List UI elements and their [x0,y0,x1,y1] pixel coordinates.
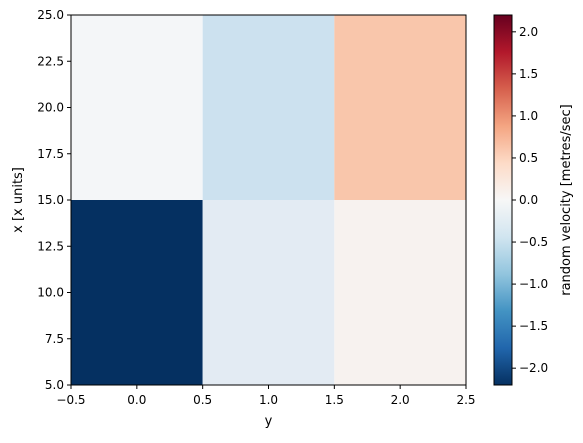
colorbar [493,14,513,386]
y-tick-label: 15.0 [37,193,64,207]
x-axis-label: y [265,414,273,429]
colorbar-tick-label: 0.0 [519,193,538,207]
colorbar-tick-label: 2.0 [519,25,538,39]
x-tick-label: 0.5 [193,393,212,407]
y-tick-label: 7.5 [45,332,64,346]
y-tick-label: 22.5 [37,54,64,68]
heatmap-cell-3 [71,15,203,200]
colorbar-tick-label: −0.5 [519,235,548,249]
x-tick-label: 1.0 [259,393,278,407]
heatmap-cell-5 [334,15,466,200]
y-tick-label: 20.0 [37,101,64,115]
y-axis-label: x [x units] [11,167,26,233]
x-tick-label: 0.0 [127,393,146,407]
colorbar-tick-label: 0.5 [519,151,538,165]
colorbar-tick-label: −1.0 [519,277,548,291]
colorbar-tick-label: 1.5 [519,67,538,81]
y-tick-label: 17.5 [37,147,64,161]
colorbar-tick-label: −1.5 [519,319,548,333]
colorbar-ticks: −2.0 −1.5 −1.0 −0.5 0.0 0.5 1.0 1.5 2.0 [512,25,548,375]
y-tick-label: 12.5 [37,239,64,253]
x-tick-label: 2.0 [391,393,410,407]
x-tick-label: −0.5 [56,393,85,407]
colorbar-tick-label: −2.0 [519,361,548,375]
colorbar-tick-label: 1.0 [519,109,538,123]
y-tick-label: 25.0 [37,8,64,22]
y-axis-ticks: 5.0 7.5 10.0 12.5 15.0 17.5 20.0 22.5 25.0 [37,8,71,392]
heatmap-cell-2 [334,200,466,385]
x-axis-ticks: −0.5 0.0 0.5 1.0 1.5 2.0 2.5 [56,385,476,407]
heatmap-cells [71,15,466,385]
heatmap-cell-1 [202,200,335,385]
y-tick-label: 10.0 [37,286,64,300]
heatmap-cell-4 [202,15,335,200]
x-tick-label: 2.5 [456,393,475,407]
y-tick-label: 5.0 [45,378,64,392]
heatmap-cell-0 [71,200,203,385]
x-tick-label: 1.5 [325,393,344,407]
colorbar-label: random velocity [metres/sec] [559,104,574,296]
